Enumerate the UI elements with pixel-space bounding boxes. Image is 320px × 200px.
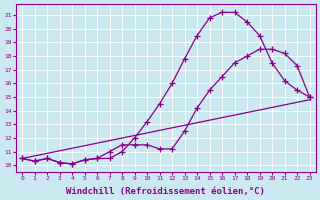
X-axis label: Windchill (Refroidissement éolien,°C): Windchill (Refroidissement éolien,°C) — [66, 187, 265, 196]
